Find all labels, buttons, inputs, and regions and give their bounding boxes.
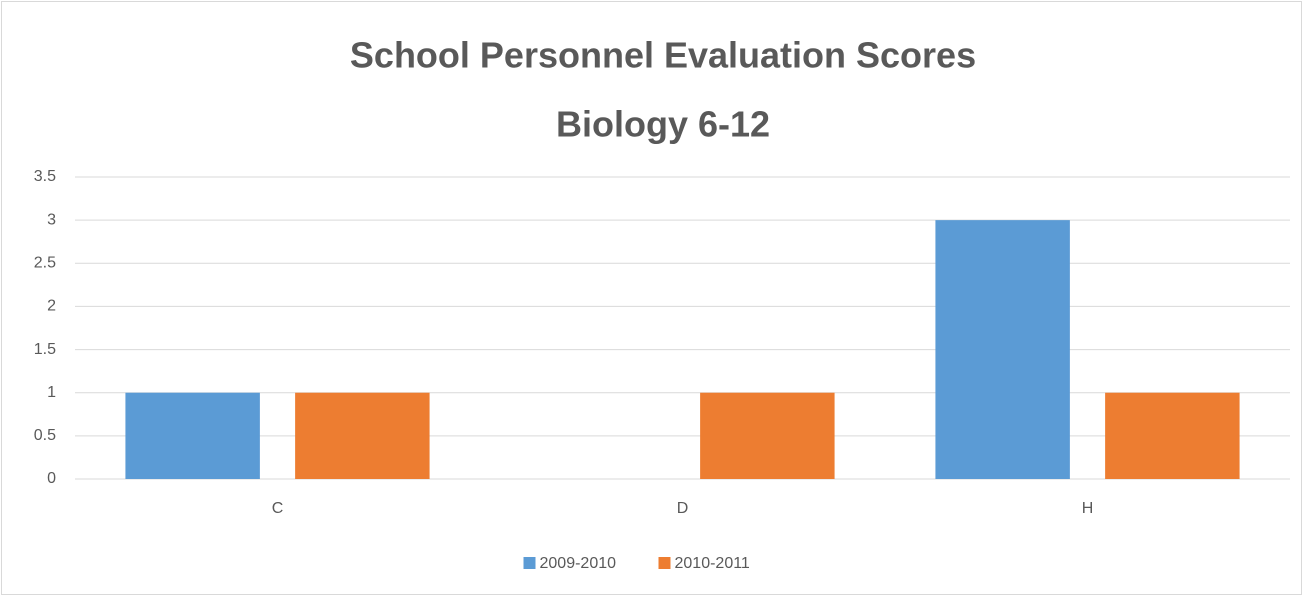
y-tick-label: 3 — [47, 211, 56, 228]
y-tick-label: 2.5 — [34, 255, 56, 272]
y-tick-label: 1.5 — [34, 341, 56, 358]
x-tick-label: C — [272, 500, 284, 517]
x-tick-label: H — [1082, 500, 1094, 517]
y-tick-label: 0.5 — [34, 427, 56, 444]
legend-swatch — [523, 557, 536, 569]
y-tick-label: 1 — [47, 384, 56, 401]
y-tick-label: 3.5 — [34, 168, 56, 185]
x-tick-label: D — [677, 500, 689, 517]
chart-subtitle: Biology 6-12 — [556, 104, 770, 145]
legend-label: 2010-2011 — [675, 555, 750, 572]
bar — [295, 392, 430, 479]
bar — [935, 220, 1070, 479]
bar — [700, 392, 835, 479]
y-tick-label: 0 — [47, 470, 56, 487]
bar — [1105, 392, 1240, 479]
chart-title: School Personnel Evaluation Scores — [350, 35, 976, 76]
y-tick-label: 2 — [47, 298, 56, 315]
legend-label: 2009-2010 — [540, 555, 617, 572]
legend-swatch — [658, 557, 671, 569]
bar — [125, 392, 260, 479]
